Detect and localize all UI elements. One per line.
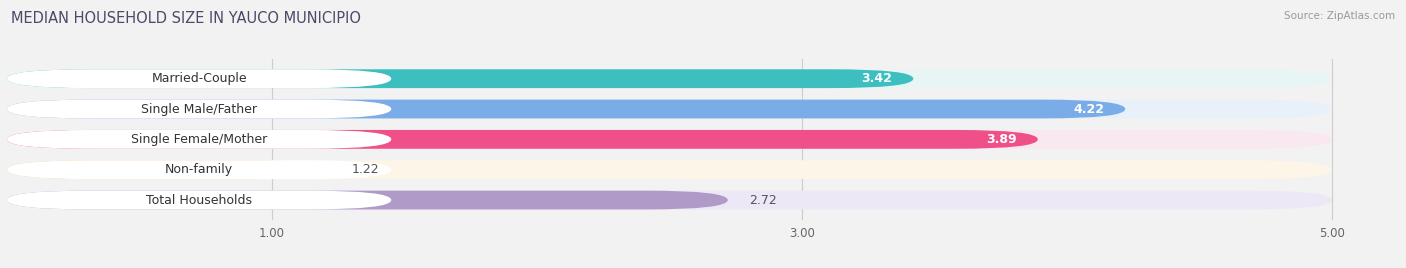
- Text: 4.22: 4.22: [1073, 103, 1104, 116]
- Text: Single Male/Father: Single Male/Father: [141, 103, 257, 116]
- FancyBboxPatch shape: [7, 160, 391, 179]
- FancyBboxPatch shape: [7, 100, 1331, 118]
- Text: 3.89: 3.89: [986, 133, 1017, 146]
- Text: 3.42: 3.42: [862, 72, 891, 85]
- FancyBboxPatch shape: [7, 130, 391, 149]
- FancyBboxPatch shape: [7, 191, 391, 210]
- FancyBboxPatch shape: [7, 160, 1331, 179]
- Text: 2.72: 2.72: [749, 193, 776, 207]
- FancyBboxPatch shape: [7, 69, 391, 88]
- FancyBboxPatch shape: [7, 160, 330, 179]
- FancyBboxPatch shape: [7, 100, 1125, 118]
- Text: Total Households: Total Households: [146, 193, 252, 207]
- FancyBboxPatch shape: [7, 69, 914, 88]
- Text: Married-Couple: Married-Couple: [152, 72, 247, 85]
- Text: Non-family: Non-family: [165, 163, 233, 176]
- FancyBboxPatch shape: [7, 130, 1038, 149]
- FancyBboxPatch shape: [7, 69, 1331, 88]
- FancyBboxPatch shape: [7, 130, 1331, 149]
- Text: 1.22: 1.22: [352, 163, 380, 176]
- Text: Source: ZipAtlas.com: Source: ZipAtlas.com: [1284, 11, 1395, 21]
- FancyBboxPatch shape: [7, 191, 1331, 210]
- Text: Single Female/Mother: Single Female/Mother: [131, 133, 267, 146]
- FancyBboxPatch shape: [7, 191, 728, 210]
- FancyBboxPatch shape: [7, 100, 391, 118]
- Text: MEDIAN HOUSEHOLD SIZE IN YAUCO MUNICIPIO: MEDIAN HOUSEHOLD SIZE IN YAUCO MUNICIPIO: [11, 11, 361, 26]
